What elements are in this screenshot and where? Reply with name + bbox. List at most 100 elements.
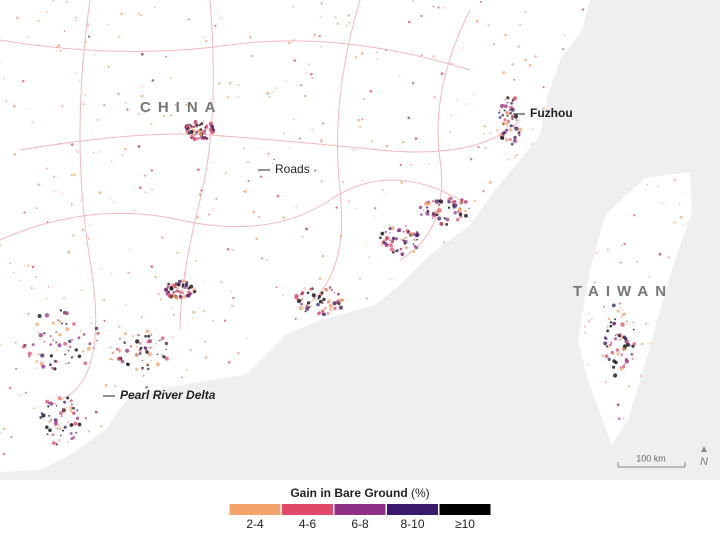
speckle — [631, 344, 635, 348]
speckle — [513, 135, 517, 140]
speckle — [308, 63, 310, 66]
speckle — [313, 297, 316, 300]
speckle — [142, 367, 144, 369]
speckle — [169, 76, 172, 79]
speckle — [52, 0, 55, 2]
speckle — [64, 311, 68, 315]
speckle — [237, 351, 240, 355]
speckle — [109, 346, 112, 349]
speckle — [77, 422, 82, 427]
speckle — [320, 180, 323, 183]
speckle — [178, 290, 183, 294]
speckle — [620, 244, 623, 247]
speckle — [404, 246, 408, 250]
speckle — [69, 409, 73, 413]
speckle — [209, 132, 211, 134]
speckle — [275, 286, 278, 289]
speckle — [442, 241, 446, 244]
speckle — [427, 200, 430, 203]
speckle — [200, 138, 203, 141]
speckle — [88, 342, 92, 346]
speckle — [212, 320, 214, 322]
speckle — [103, 319, 106, 323]
speckle — [174, 103, 177, 106]
speckle — [138, 186, 142, 189]
speckle — [420, 14, 423, 18]
speckle — [174, 295, 179, 301]
speckle — [82, 103, 85, 106]
speckle — [220, 16, 222, 19]
speckle — [306, 291, 310, 295]
speckle — [144, 191, 147, 194]
speckle — [504, 138, 509, 142]
speckle — [63, 425, 67, 429]
speckle — [93, 347, 95, 349]
speckle — [76, 409, 79, 412]
speckle — [616, 309, 620, 313]
speckle — [355, 56, 358, 59]
speckle — [509, 112, 513, 115]
speckle — [624, 358, 628, 362]
speckle — [509, 124, 513, 128]
speckle — [121, 154, 124, 157]
speckle — [68, 345, 72, 349]
speckle — [484, 146, 487, 149]
speckle — [86, 23, 90, 26]
speckle — [53, 359, 57, 363]
speckle — [404, 236, 407, 239]
speckle — [47, 286, 49, 288]
speckle — [384, 238, 388, 241]
speckle — [145, 386, 148, 389]
speckle — [84, 417, 88, 420]
speckle — [348, 21, 351, 24]
speckle — [74, 19, 77, 22]
speckle — [517, 131, 521, 135]
speckle — [394, 237, 399, 241]
speckle — [584, 332, 586, 334]
speckle — [317, 298, 320, 300]
speckle — [109, 357, 112, 361]
speckle — [337, 146, 339, 148]
speckle — [632, 328, 635, 331]
speckle — [300, 292, 304, 296]
road — [0, 179, 461, 241]
speckle — [167, 293, 173, 298]
delta-label: Pearl River Delta — [120, 388, 216, 402]
speckle — [103, 103, 106, 107]
speckle — [460, 198, 464, 201]
speckle — [318, 299, 323, 304]
speckle — [391, 251, 395, 254]
speckle — [118, 325, 121, 328]
speckle — [198, 130, 203, 135]
speckle — [175, 289, 178, 292]
speckle — [211, 208, 213, 211]
speckle — [183, 285, 187, 289]
speckle — [617, 417, 621, 420]
speckle — [434, 210, 439, 215]
speckle — [55, 331, 58, 333]
north-label: N — [700, 456, 708, 468]
speckle — [310, 72, 313, 76]
speckle — [628, 344, 631, 347]
speckle — [504, 33, 507, 37]
speckle — [57, 343, 62, 348]
speckle — [324, 307, 327, 310]
speckle — [196, 122, 198, 124]
speckle — [512, 125, 514, 127]
speckle — [24, 391, 27, 394]
speckle — [72, 355, 74, 357]
speckle — [75, 431, 78, 434]
speckle — [246, 160, 250, 164]
speckle — [215, 197, 218, 200]
speckle — [242, 147, 245, 150]
speckle — [35, 367, 37, 369]
roads-label: Roads — [275, 162, 310, 176]
speckle — [359, 126, 362, 129]
speckle — [53, 175, 56, 178]
speckle — [134, 352, 139, 357]
speckle — [296, 298, 302, 304]
speckle — [51, 441, 56, 445]
speckle — [448, 195, 450, 197]
speckle — [611, 303, 616, 308]
speckle — [55, 442, 57, 445]
